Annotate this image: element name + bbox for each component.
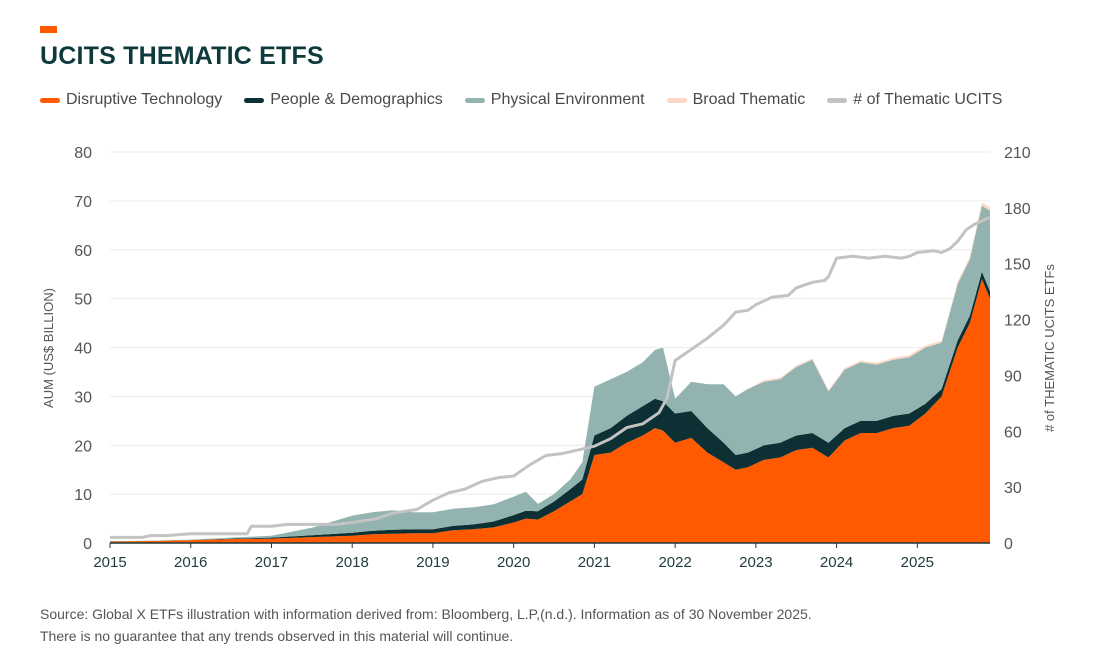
x-tick-label: 2025 [901, 554, 934, 571]
x-tick-label: 2015 [93, 554, 126, 571]
legend-swatch [827, 97, 848, 103]
legend-item-people-demographics: People & Demographics [244, 91, 443, 109]
y-tick-label: 80 [74, 145, 92, 162]
y2-tick-label: 90 [1004, 368, 1022, 385]
y2-tick-label: 150 [1004, 257, 1031, 274]
legend-label: Disruptive Technology [66, 91, 223, 108]
source-note: Source: Global X ETFs illustration with … [40, 603, 812, 647]
x-tick-label: 2018 [336, 554, 369, 571]
area-physical-environment [110, 205, 990, 542]
count-line [110, 215, 991, 539]
legend-swatch [464, 97, 485, 103]
legend-label: People & Demographics [270, 91, 443, 108]
legend-label: Broad Thematic [692, 91, 806, 108]
y2-tick-label: 210 [1004, 145, 1031, 162]
y2-tick-label: 30 [1004, 480, 1022, 497]
y-tick-label: 50 [74, 292, 92, 309]
y2-tick-label: 0 [1004, 536, 1013, 553]
y-tick-label: 60 [74, 243, 92, 260]
y-tick-label: 10 [74, 487, 92, 504]
legend-item-broad-thematic: Broad Thematic [666, 91, 806, 109]
source-text: Source: Global X ETFs illustration with … [40, 606, 812, 622]
line-thematic-ucits-count [110, 215, 991, 539]
disclaimer-text: There is no guarantee that any trends ob… [40, 628, 514, 644]
stacked-areas [110, 202, 990, 543]
legend-item-thematic-ucits-count: # of Thematic UCITS [827, 91, 1002, 109]
y2-axis-label: # of THEMATIC UCITS ETFs [1042, 264, 1057, 432]
legend-label: # of Thematic UCITS [853, 91, 1003, 108]
y2-tick-label: 120 [1004, 313, 1031, 330]
x-tick-label: 2024 [820, 554, 853, 571]
area-chart: 0 10 20 30 40 50 60 70 80 0 30 60 90 120 150 180 210 2015… [41, 145, 1057, 571]
x-tick-label: 2019 [416, 554, 449, 571]
legend-swatch [244, 97, 265, 103]
y-tick-label: 0 [83, 536, 92, 553]
y-axis-label: AUM (US$ BILLION) [41, 288, 56, 408]
legend-swatch [40, 97, 60, 103]
legend-item-physical-environment: Physical Environment [464, 91, 645, 109]
y-tick-label: 20 [74, 438, 92, 455]
x-tick-label: 2016 [174, 554, 207, 571]
x-tick-label: 2020 [497, 554, 530, 571]
y-tick-label: 70 [74, 194, 92, 211]
legend-swatch [666, 97, 687, 103]
x-tick-label: 2021 [578, 554, 611, 571]
y-tick-label: 40 [74, 341, 92, 358]
legend-label: Physical Environment [490, 91, 645, 108]
chart-title: UCITS THEMATIC ETFS [40, 42, 324, 70]
y2-tick-label: 180 [1004, 201, 1031, 218]
y2-tick-label: 60 [1004, 424, 1022, 441]
x-tick-label: 2022 [658, 554, 691, 571]
legend: Disruptive Technology People & Demograph… [40, 91, 1024, 109]
x-tick-label: 2023 [739, 554, 772, 571]
y-tick-label: 30 [74, 389, 92, 406]
title-accent-bar [40, 26, 57, 33]
area-disruptive-technology [110, 279, 990, 543]
x-tick-label: 2017 [255, 554, 288, 571]
axes: 0 10 20 30 40 50 60 70 80 0 30 60 90 120 150 180 210 2015… [74, 145, 1031, 571]
legend-item-disruptive-technology: Disruptive Technology [40, 91, 222, 109]
